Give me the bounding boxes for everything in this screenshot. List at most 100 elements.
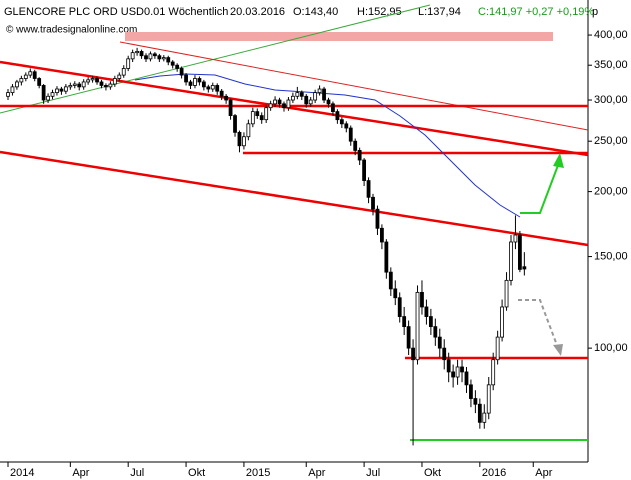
candle-body	[179, 68, 184, 76]
candle-body	[495, 336, 500, 361]
candle-body	[446, 359, 451, 373]
candle-body	[104, 85, 108, 88]
candle-body	[380, 227, 384, 243]
candle-body	[224, 95, 229, 101]
y-tick-label: 400,00	[594, 29, 628, 41]
candle-body	[469, 384, 473, 399]
candle-body	[402, 316, 407, 328]
candle-body	[197, 78, 202, 83]
arrow-head	[553, 153, 564, 168]
candle-body	[371, 196, 375, 210]
candle-body	[148, 53, 153, 60]
candle-body	[135, 51, 139, 54]
candle-body	[126, 58, 131, 69]
candle-body	[153, 53, 157, 57]
candle-body	[486, 384, 491, 414]
candle-body	[157, 55, 162, 60]
candle-body	[460, 366, 464, 373]
trend-line	[119, 41, 589, 131]
candle-body	[277, 99, 282, 105]
candle-body	[357, 150, 362, 161]
date: 20.03.2016	[230, 6, 285, 18]
candle-body	[6, 92, 10, 97]
trend-line	[0, 60, 589, 157]
candle-body	[121, 68, 126, 76]
candle-body	[130, 52, 135, 60]
candle-body	[77, 83, 82, 88]
candle-body	[388, 271, 393, 290]
candle-body	[517, 234, 522, 270]
candle-body	[406, 326, 411, 349]
y-tick-label: 250,00	[594, 135, 628, 147]
candle-body	[415, 291, 420, 361]
candle-body	[339, 119, 344, 125]
candle-body	[72, 83, 77, 86]
candle-body	[433, 326, 438, 338]
candle-body	[144, 55, 148, 60]
candle-body	[23, 74, 28, 79]
candle-body	[464, 371, 469, 386]
candle-body	[322, 88, 326, 101]
candle-body	[108, 83, 113, 88]
x-tick-label: 2015	[246, 467, 270, 479]
candle-body	[170, 61, 175, 66]
candle-body	[206, 86, 211, 90]
candle-body	[522, 266, 527, 270]
candle-body	[41, 85, 46, 101]
x-tick-label: Okt	[188, 467, 205, 479]
candle-body	[473, 398, 478, 405]
candle-body	[219, 90, 224, 97]
candle-body	[233, 115, 237, 133]
candle-body	[331, 103, 335, 113]
candle-body	[259, 115, 264, 121]
y-tick-label: 150,00	[594, 250, 628, 262]
candle-body	[397, 297, 402, 317]
candle-body	[28, 71, 33, 76]
candle-body	[99, 81, 104, 86]
candle-body	[228, 99, 233, 117]
candle-body	[95, 78, 99, 83]
candle-body	[353, 140, 358, 151]
x-tick-label: Okt	[424, 467, 441, 479]
unit: p	[592, 6, 598, 18]
candle-body	[366, 180, 371, 198]
y-tick-label: 350,00	[594, 59, 628, 71]
candle-body	[411, 347, 415, 361]
candle-body	[175, 64, 180, 69]
x-tick-label: Apr	[308, 467, 325, 479]
candle-body	[335, 111, 340, 121]
candle-body	[112, 78, 117, 85]
candle-body	[273, 99, 277, 105]
candle-body	[15, 81, 19, 88]
y-tick-label: 300,00	[594, 94, 628, 106]
candle-body	[161, 57, 166, 60]
candle-body	[491, 359, 496, 386]
x-tick-label: 2014	[10, 467, 34, 479]
candle-body	[504, 279, 509, 308]
candle-body	[451, 371, 456, 378]
candle-body	[32, 71, 37, 79]
candle-body	[117, 74, 122, 79]
candle-body	[509, 241, 513, 281]
x-tick-label: Apr	[72, 467, 89, 479]
candle-body	[420, 291, 424, 308]
arrow-head	[553, 344, 563, 356]
candle-body	[437, 336, 442, 349]
candle-body	[362, 159, 367, 181]
x-tick-label: Jul	[366, 467, 380, 479]
candle-body	[184, 74, 188, 83]
candle-body	[442, 347, 447, 361]
candle-body	[299, 92, 304, 97]
candle-body	[290, 95, 295, 101]
candle-body	[482, 412, 487, 423]
candle-body	[477, 403, 482, 423]
change: C:141,97 +0,27 +0,19%	[478, 6, 594, 18]
candle-body	[344, 123, 349, 129]
candle-body	[63, 86, 68, 92]
x-tick-label: Apr	[535, 467, 552, 479]
candle-body	[166, 57, 171, 63]
candle-body	[46, 95, 50, 101]
candle-body	[304, 95, 309, 105]
x-tick-label: 2016	[482, 467, 506, 479]
